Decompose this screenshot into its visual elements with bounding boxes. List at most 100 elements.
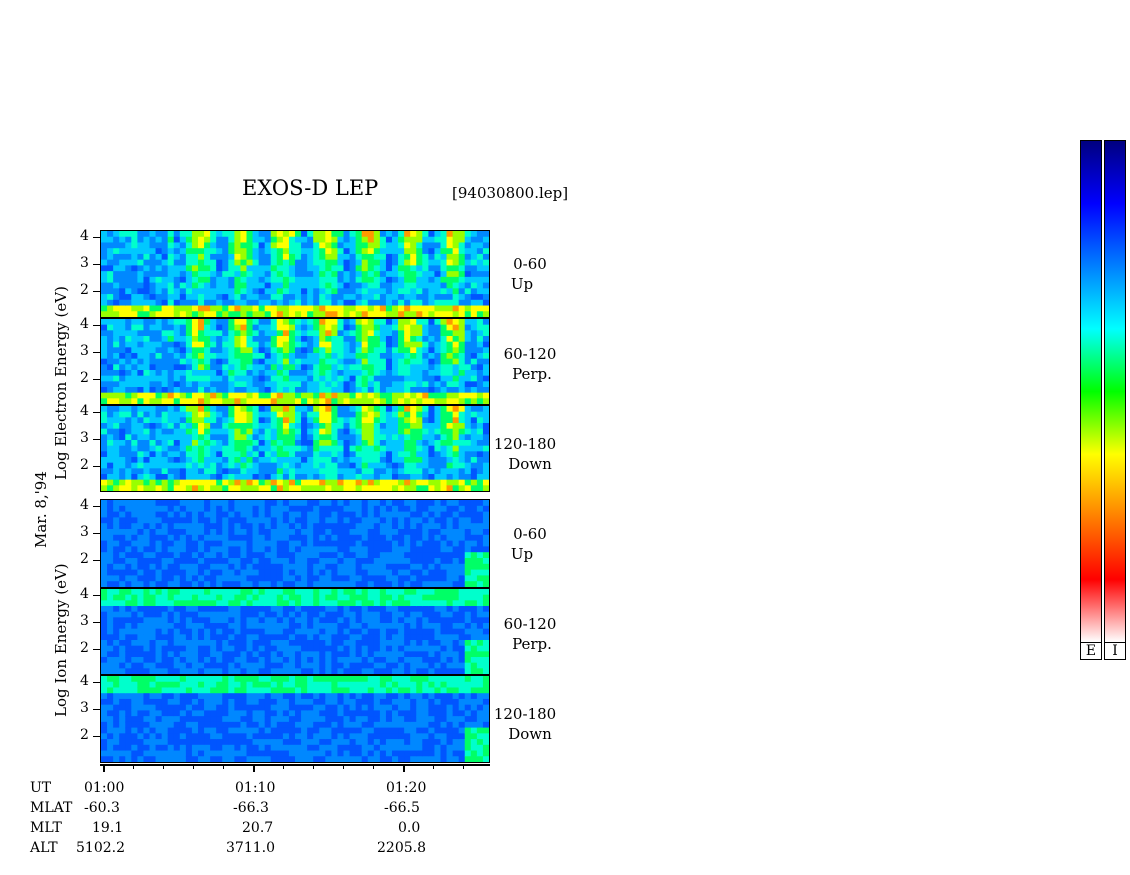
heatmap-cell: [210, 468, 217, 475]
heatmap-cell: [325, 434, 333, 441]
heatmap-cell: [325, 271, 333, 278]
heatmap-cell: [155, 698, 163, 706]
heatmap-cell: [325, 540, 333, 547]
heatmap-cell: [270, 623, 278, 630]
heatmap-cell: [398, 324, 405, 331]
heatmap-cell: [191, 485, 199, 491]
heatmap-cell: [173, 265, 181, 272]
heatmap-cell: [482, 640, 489, 647]
heatmap-cell: [246, 558, 254, 565]
heatmap-cell: [210, 358, 217, 365]
heatmap-cell: [434, 517, 442, 524]
heatmap-cell: [198, 440, 205, 447]
heatmap-cell: [440, 358, 448, 365]
heatmap-cell: [398, 540, 405, 547]
heatmap-cell: [198, 634, 205, 641]
heatmap-cell: [107, 305, 114, 312]
heatmap-cell: [222, 600, 230, 607]
heatmap-cell: [313, 341, 321, 348]
heatmap-cell: [331, 563, 339, 571]
heatmap-cell: [434, 457, 442, 464]
heatmap-cell: [404, 294, 411, 301]
heatmap-cell: [113, 698, 120, 706]
heatmap-cell: [404, 411, 411, 418]
heatmap-cell: [270, 523, 278, 530]
heatmap-cell: [313, 511, 321, 518]
heatmap-cell: [107, 265, 114, 272]
heatmap-cell: [331, 411, 339, 418]
heatmap-cell: [155, 392, 163, 399]
heatmap-cell: [258, 485, 266, 491]
heatmap-cell: [458, 330, 466, 337]
heatmap-cell: [246, 341, 254, 348]
heatmap-cell: [482, 305, 489, 312]
heatmap-cell: [319, 589, 327, 596]
heatmap-cell: [440, 546, 448, 553]
heatmap-cell: [337, 606, 345, 613]
heatmap-cell: [385, 398, 393, 404]
heatmap-cell: [191, 288, 199, 295]
heatmap-cell: [270, 479, 278, 486]
heatmap-cell: [404, 640, 411, 647]
heatmap-cell: [185, 347, 193, 354]
heatmap-cell: [307, 353, 314, 360]
heatmap-cell: [422, 500, 430, 507]
heatmap-cell: [385, 546, 393, 553]
heatmap-cell: [458, 581, 466, 587]
heatmap-cell: [379, 628, 387, 635]
heatmap-cell: [270, 341, 278, 348]
heatmap-cell: [210, 575, 217, 582]
heatmap-cell: [143, 440, 151, 447]
heatmap-cell: [161, 657, 169, 664]
heatmap-cell: [222, 265, 230, 272]
heatmap-cell: [222, 428, 230, 435]
heatmap-cell: [240, 569, 248, 576]
heatmap-cell: [452, 392, 460, 399]
heatmap-cell: [404, 479, 411, 486]
heatmap-cell: [210, 657, 217, 664]
heatmap-cell: [113, 485, 120, 491]
heatmap-cell: [270, 462, 278, 469]
heatmap-cell: [143, 657, 151, 664]
heatmap-cell: [307, 479, 314, 486]
heatmap-cell: [222, 628, 230, 635]
heatmap-cell: [228, 569, 236, 576]
heatmap-cell: [143, 305, 151, 312]
heatmap-cell: [228, 236, 236, 244]
heatmap-cell: [107, 569, 114, 576]
heatmap-cell: [398, 411, 405, 418]
heatmap-cell: [113, 739, 120, 746]
heatmap-cell: [434, 375, 442, 382]
heatmap-cell: [379, 517, 387, 524]
heatmap-cell: [270, 231, 278, 238]
heatmap-cell: [179, 276, 187, 284]
heatmap-cell: [325, 451, 333, 458]
heatmap-cell: [464, 411, 472, 418]
heatmap-cell: [373, 445, 381, 452]
heatmap-cell: [155, 468, 163, 475]
heatmap-cell: [379, 581, 387, 587]
heatmap-cell: [149, 710, 157, 717]
heatmap-cell: [379, 253, 387, 261]
heatmap-cell: [398, 364, 405, 371]
heatmap-cell: [252, 600, 260, 607]
heatmap-cell: [319, 406, 327, 413]
heatmap-cell: [343, 594, 351, 601]
heatmap-cell: [107, 750, 114, 757]
heatmap-cell: [161, 445, 169, 452]
heatmap-cell: [307, 370, 314, 377]
heatmap-cell: [258, 634, 266, 641]
heatmap-cell: [319, 546, 327, 553]
heatmap-cell: [379, 623, 387, 630]
heatmap-cell: [282, 347, 290, 354]
heatmap-cell: [282, 236, 290, 244]
heatmap-cell: [367, 282, 375, 289]
heatmap-cell: [119, 265, 127, 272]
heatmap-cell: [149, 319, 157, 326]
heatmap-cell: [119, 606, 127, 613]
heatmap-cell: [288, 589, 296, 596]
heatmap-cell: [258, 505, 266, 513]
heatmap-cell: [246, 271, 254, 278]
heatmap-cell: [131, 353, 139, 360]
heatmap-cell: [210, 485, 217, 491]
